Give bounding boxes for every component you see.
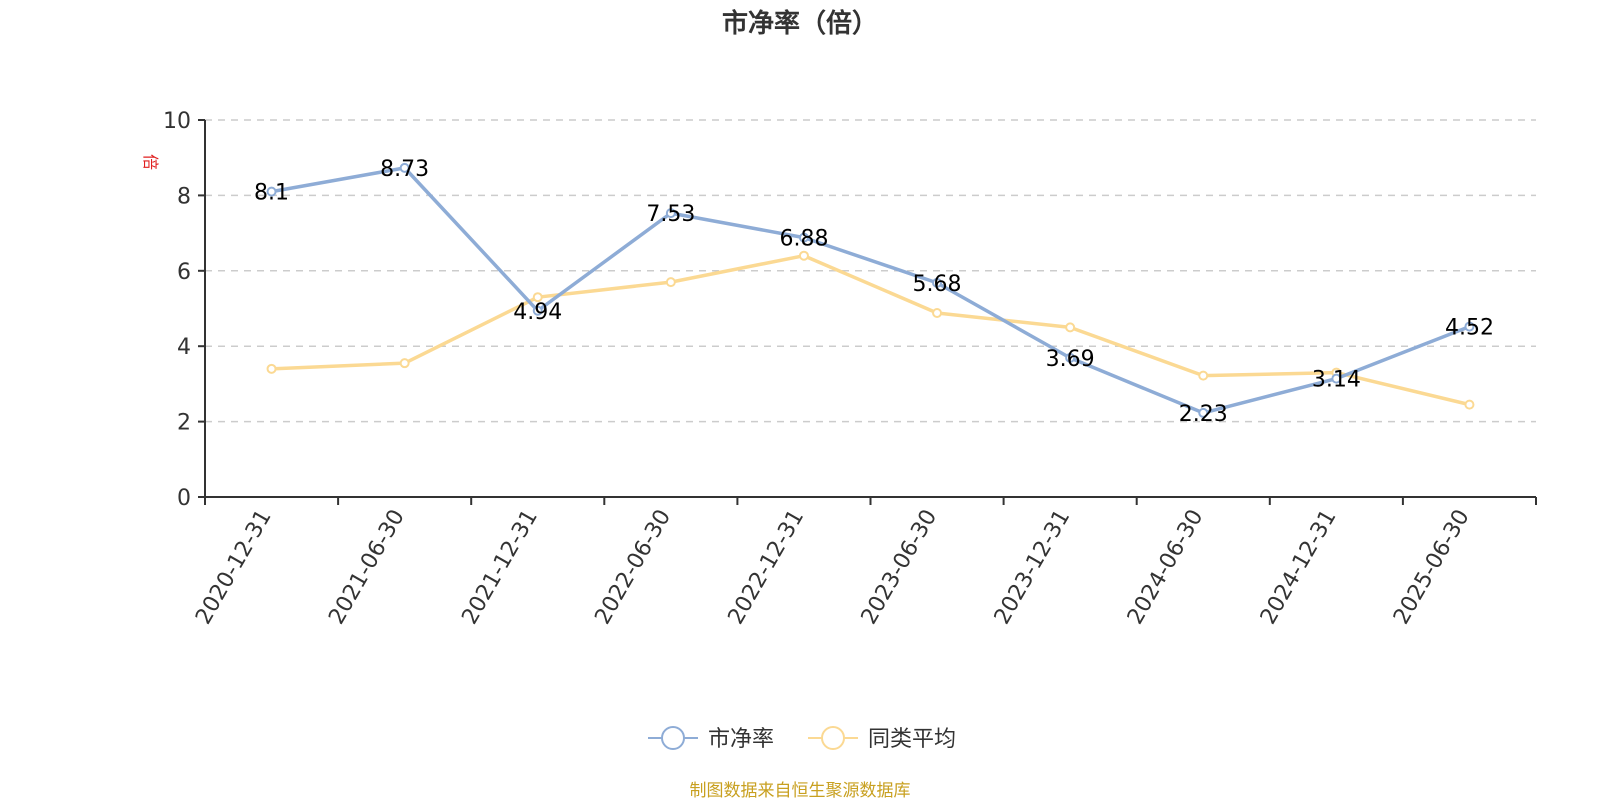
data-point: [399, 162, 410, 173]
legend-marker: [661, 726, 685, 750]
y-tick-label: 2: [177, 411, 191, 436]
data-label: 3.69: [1046, 347, 1095, 372]
data-point: [932, 308, 943, 319]
y-axis-unit: 倍: [141, 154, 160, 170]
data-point: [798, 232, 809, 243]
data-point: [1464, 321, 1475, 332]
grid-lines: [205, 119, 1536, 423]
data-label: 6.88: [779, 227, 828, 252]
y-tick-label: 6: [177, 260, 191, 285]
data-label: 2.23: [1179, 402, 1228, 427]
x-tick-label: 2023-06-30: [857, 506, 943, 629]
x-tick-label: 2024-12-31: [1256, 506, 1342, 629]
data-point: [932, 277, 943, 288]
data-point: [1198, 370, 1209, 381]
legend-item[interactable]: 市净率: [648, 726, 774, 752]
legend-item[interactable]: 同类平均: [808, 726, 956, 752]
x-tick-label: 2022-12-31: [724, 506, 810, 629]
y-tick-label: 8: [177, 184, 191, 209]
data-point: [1065, 322, 1076, 333]
legend[interactable]: 市净率 同类平均: [648, 726, 956, 752]
legend-marker: [821, 726, 845, 750]
data-point: [1198, 407, 1209, 418]
data-label: 8.1: [254, 181, 289, 206]
legend-label: 市净率: [708, 727, 774, 752]
data-point: [1464, 399, 1475, 410]
x-tick-label: 2024-06-30: [1123, 506, 1209, 629]
data-point: [665, 208, 676, 219]
x-tick-label: 2023-12-31: [990, 506, 1076, 629]
data-label: 4.52: [1445, 316, 1494, 341]
source-note: 制图数据来自恒生聚源数据库: [690, 781, 911, 800]
data-point: [532, 292, 543, 303]
series-lines: [266, 162, 1475, 418]
series-line: [271, 166, 1471, 415]
y-tick-label: 0: [177, 486, 191, 511]
data-label: 7.53: [646, 202, 695, 227]
data-point: [532, 305, 543, 316]
x-tick-label: 2022-06-30: [590, 506, 676, 629]
series-line: [271, 253, 1470, 407]
data-label: 4.94: [513, 300, 562, 325]
data-label: 8.73: [380, 157, 429, 182]
y-tick-label: 10: [163, 109, 191, 134]
data-labels: 8.1 8.73 4.94 7.53 6.88 5.68 3.69 2.23 3.14 4.52: [254, 157, 1494, 427]
data-point: [1331, 373, 1342, 384]
data-point: [399, 358, 410, 369]
data-point: [266, 363, 277, 374]
data-point: [266, 186, 277, 197]
legend-label: 同类平均: [868, 727, 956, 752]
chart-title: 市净率（倍）: [722, 8, 878, 39]
x-tick-label: 2021-06-30: [324, 506, 410, 629]
data-label: 5.68: [913, 272, 962, 297]
x-tick-label: 2021-12-31: [457, 506, 543, 629]
data-point: [665, 277, 676, 288]
data-label: 3.14: [1312, 368, 1361, 393]
x-tick-label: 2020-12-31: [191, 506, 277, 629]
data-point: [798, 250, 809, 261]
x-tick-label: 2025-06-30: [1389, 506, 1475, 629]
data-point: [1065, 352, 1076, 363]
y-tick-label: 4: [177, 335, 191, 360]
